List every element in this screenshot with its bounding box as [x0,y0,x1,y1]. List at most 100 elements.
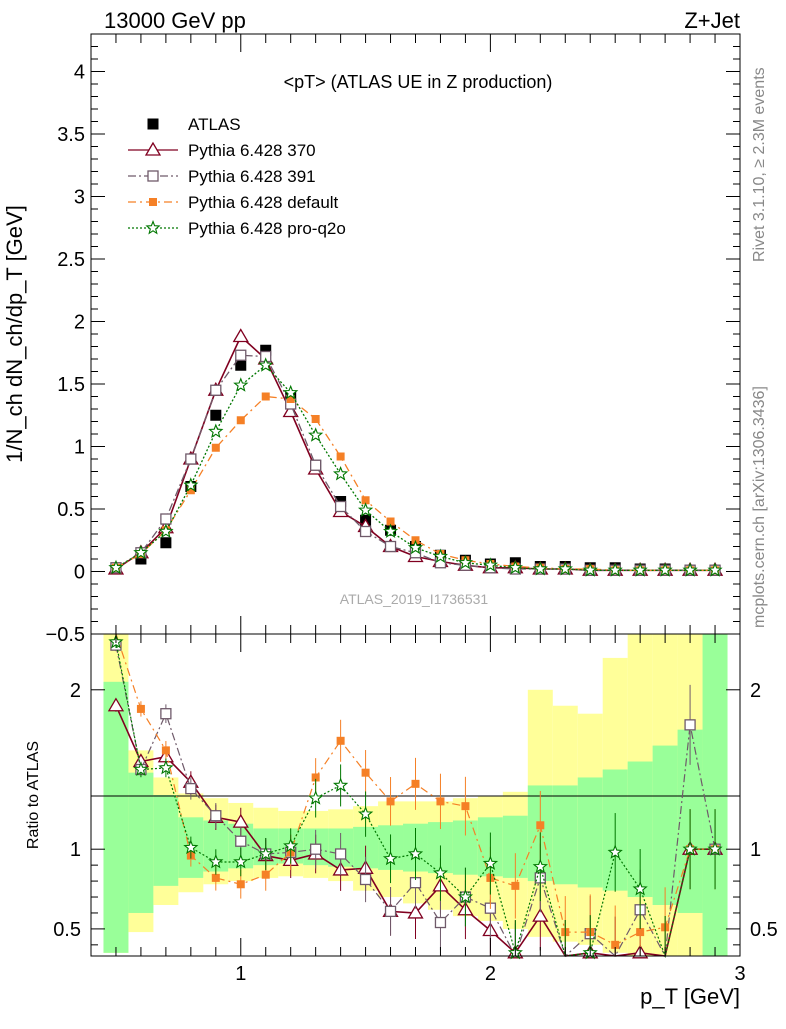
main-data-point [308,427,324,442]
legend-entry: Pythia 6.428 default [128,193,339,212]
ratio-data-point [407,845,424,861]
main-data-point [707,562,723,577]
main-ytick-label: 3.5 [57,124,85,146]
ratio-band-inner [103,681,129,953]
ratio-data-point [384,905,397,918]
ratio-data-point [136,704,145,713]
ratio-data-point [133,761,149,777]
main-data-point [432,548,449,564]
legend-label: Pythia 6.428 pro-q2o [188,219,346,238]
ratio-data-point [707,841,723,856]
header-left: 13000 GeV pp [104,8,246,33]
main-data-point [183,477,199,492]
ratio-band-inner [552,785,578,885]
main-data-point [258,357,274,372]
ratio-data-point [611,940,620,949]
ratio-data-point [283,837,299,853]
main-data-point [210,409,222,421]
main-data-point [384,540,397,553]
main-data-point [233,377,249,392]
main-data-point [235,349,247,361]
main-data-point [332,465,349,481]
ratio-data-point [511,881,520,890]
main-data-point [482,557,499,572]
main-ytick-label: 0.5 [57,499,85,521]
main-data-point [359,525,372,538]
legend-entry: Pythia 6.428 391 [128,167,316,186]
main-data-point [382,523,399,539]
ratio-data-point [332,777,349,792]
ratio-data-point [382,850,399,866]
main-data-point [336,452,345,461]
main-data-point [236,416,245,425]
ratio-band-inner [577,777,603,888]
main-ytick-label: 2 [74,312,85,334]
ratio-data-point [532,907,549,922]
main-ylabel: 1/N_ch dN_ch/dp_T [GeV] [2,205,27,463]
ratio-data-point [261,870,270,879]
main-data-point [286,395,295,403]
ratio-data-point [208,853,224,869]
legend-marker [147,118,159,130]
ratio-data-point [185,782,197,795]
ratio-data-point [361,768,370,777]
ratio-band-inner [652,745,678,905]
ratio-data-point [461,802,470,811]
legend-marker [144,141,162,156]
main-title: <pT> (ATLAS UE in Z production) [284,72,553,92]
main-data-point [682,562,698,577]
main-ytick-label: 0 [74,562,85,584]
main-data-point [232,328,249,343]
ratio-data-point [386,797,395,806]
ratio-data-point [210,810,222,822]
ratio-data-point [336,736,345,745]
main-ytick-label: 2.5 [57,249,85,271]
header-right: Z+Jet [684,8,740,33]
ratio-xtick-label: 3 [734,963,745,985]
main-data-point [386,517,395,526]
main-data-point [582,562,598,577]
ratio-data-point [161,746,170,755]
ratio-ytick-label: 2 [70,680,81,702]
ratio-data-point [233,853,249,869]
ratio-data-point [532,858,548,874]
main-data-point [283,384,299,400]
ratio-data-point [258,845,274,861]
ratio-ytick-label-right: 0.5 [750,919,778,941]
main-data-point [160,513,172,525]
ratio-data-point [160,708,172,720]
ratio-data-point [432,865,449,880]
ratio-data-point [308,790,324,805]
main-data-point [260,344,272,356]
ratio-data-point [607,844,623,859]
ratio-band-inner [128,772,154,913]
main-data-point [632,562,648,577]
ratio-xlabel: p_T [GeV] [640,984,740,1009]
legend-entry: ATLAS [147,115,241,134]
ratio-data-point [334,848,347,860]
main-data-point [507,559,523,575]
main-watermark: ATLAS_2019_I1736531 [340,591,489,607]
legend-entry: Pythia 6.428 pro-q2o [128,219,346,238]
main-data-point [135,553,147,565]
main-data-point [407,539,424,555]
main-data-point [311,415,320,423]
main-data-point [235,359,247,371]
ratio-data-point [158,759,174,775]
main-data-point [158,523,174,539]
ratio-data-point [434,916,447,929]
legend-label: Pythia 6.428 370 [188,141,316,160]
ratio-ytick-label-right: 1 [750,839,761,861]
legend-entry: Pythia 6.428 370 [128,141,316,160]
ratio-data-point [357,806,374,821]
ratio-data-point [359,873,372,886]
ratio-data-point [632,880,648,896]
ratio-data-point [684,719,696,731]
main-data-point [310,459,322,471]
main-ytick-label: 1 [74,437,85,459]
main-ytick-label: −0.5 [46,624,85,646]
main-series-4 [108,357,723,577]
main-data-point [557,560,573,576]
ratio-data-point [411,779,420,788]
